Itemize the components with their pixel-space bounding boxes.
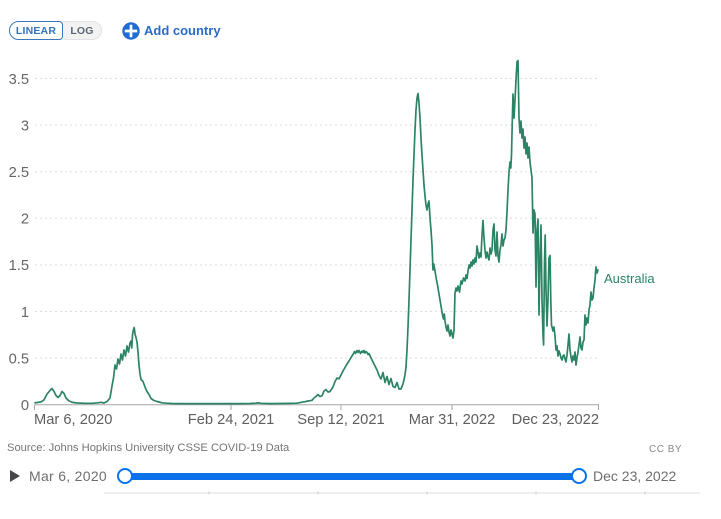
- svg-text:Sep 12, 2021: Sep 12, 2021: [297, 412, 384, 428]
- svg-text:2: 2: [21, 212, 29, 228]
- svg-text:2.5: 2.5: [9, 165, 29, 181]
- svg-text:Australia: Australia: [604, 271, 655, 286]
- svg-text:0.5: 0.5: [9, 351, 29, 367]
- svg-text:3: 3: [21, 118, 29, 134]
- svg-text:3.5: 3.5: [9, 72, 29, 88]
- svg-text:1.5: 1.5: [9, 258, 29, 274]
- svg-text:1: 1: [21, 305, 29, 321]
- svg-text:0: 0: [21, 398, 29, 414]
- svg-text:Mar 31, 2022: Mar 31, 2022: [409, 412, 496, 428]
- svg-text:Dec 23, 2022: Dec 23, 2022: [512, 412, 599, 428]
- svg-text:Feb 24, 2021: Feb 24, 2021: [188, 412, 275, 428]
- svg-text:Mar 6, 2020: Mar 6, 2020: [34, 412, 112, 428]
